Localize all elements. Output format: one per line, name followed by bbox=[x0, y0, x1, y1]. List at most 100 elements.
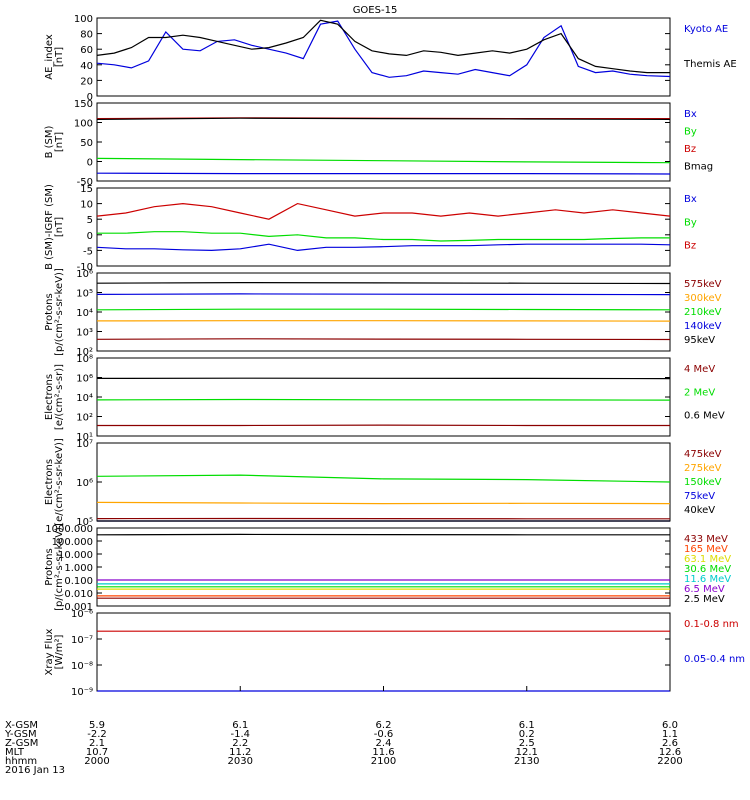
y-tick-label: 0.100 bbox=[64, 576, 93, 587]
legend-entry: Themis AE bbox=[683, 59, 737, 70]
y-tick-label: 100 bbox=[74, 14, 93, 25]
table-cell: 2.5 bbox=[519, 738, 535, 749]
series-line-themis-ae bbox=[96, 19, 670, 74]
series-line-bmag bbox=[96, 117, 671, 120]
legend-entry: Bz bbox=[684, 144, 696, 155]
legend-entry: 300keV bbox=[684, 293, 722, 304]
y-axis-label: [p/(cm²-s-sr-keV)] bbox=[54, 268, 65, 356]
panel-0: 100 80 60 40 20 0 AE_index [nT] Kyoto AE Themis A… bbox=[44, 14, 737, 103]
series-line-575kev bbox=[96, 338, 671, 341]
series-line-bx bbox=[96, 243, 671, 252]
y-tick-label: 10⁶ bbox=[76, 374, 93, 385]
legend-entry: 30.6 MeV bbox=[684, 564, 731, 575]
legend-entry: 475keV bbox=[684, 449, 722, 460]
y-tick-label: 10² bbox=[76, 347, 93, 358]
y-tick-label: -5 bbox=[83, 246, 93, 257]
legend-entry: 0.1-0.8 nm bbox=[684, 619, 739, 630]
series-line-bx bbox=[96, 172, 671, 175]
table-cell: 2030 bbox=[228, 756, 253, 767]
legend-entry: 433 MeV bbox=[684, 534, 728, 545]
table-row-label: MLT bbox=[5, 747, 25, 758]
table-row-label: X-GSM bbox=[5, 720, 38, 731]
table-cell: 2000 bbox=[84, 756, 109, 767]
y-axis-label: Xray Flux bbox=[44, 628, 55, 675]
table-row-label: hhmm bbox=[5, 756, 37, 767]
legend-entry: 0.05-0.4 nm bbox=[684, 654, 745, 665]
y-tick-label: 15 bbox=[80, 184, 93, 195]
y-axis-label: [e/(cm²-s-sr)] bbox=[54, 364, 65, 430]
y-tick-label: 100.000 bbox=[52, 537, 93, 548]
y-tick-label: 150 bbox=[74, 99, 93, 110]
date-label: 2016 Jan 13 bbox=[5, 765, 65, 776]
legend-entry: 6.5 MeV bbox=[684, 584, 725, 595]
y-tick-label: 1.000 bbox=[64, 563, 93, 574]
panel-1: 150 100 50 0 -50 B (SM) [nT] Bx By Bz Bmag bbox=[44, 99, 713, 188]
y-axis-label: Electrons bbox=[44, 374, 55, 420]
figure-title: GOES-15 bbox=[353, 5, 398, 16]
y-axis-label: AE_index bbox=[44, 34, 55, 80]
y-axis-label: [e/(cm²-s-sr-keV)] bbox=[54, 438, 65, 526]
panel-frame bbox=[96, 527, 671, 607]
y-tick-label: 10⁶ bbox=[76, 478, 93, 489]
series-line-150kev bbox=[96, 474, 671, 483]
y-axis-label: [p/(cm²-s-sr-keV)] bbox=[54, 523, 65, 611]
legend-entry: Bmag bbox=[684, 162, 713, 173]
y-tick-label: 0 bbox=[87, 158, 93, 169]
table-cell: -2.2 bbox=[87, 729, 107, 740]
panel-frame bbox=[96, 17, 671, 97]
y-axis-label: B (SM)-IGRF (SM) bbox=[44, 184, 55, 270]
panel-frame bbox=[96, 102, 671, 182]
table-cell: -0.6 bbox=[374, 729, 394, 740]
table-cell: 10.7 bbox=[86, 747, 108, 758]
series-line-2-mev bbox=[96, 398, 671, 401]
y-axis-label: B (SM) bbox=[44, 125, 55, 158]
legend-entry: 210keV bbox=[684, 307, 722, 318]
y-tick-label: 0 bbox=[87, 92, 93, 103]
table-row-label: Y-GSM bbox=[4, 729, 37, 740]
y-tick-label: -10 bbox=[77, 262, 93, 273]
table-cell: 2.4 bbox=[376, 738, 392, 749]
table-cell: 0.2 bbox=[519, 729, 535, 740]
y-tick-label: 100 bbox=[74, 119, 93, 130]
legend-entry: Bx bbox=[684, 194, 697, 205]
panel-3: 10⁶ 10⁵ 10⁴ 10³ 10² Protons [p/(cm²-s-sr-keV)]… bbox=[44, 268, 722, 358]
y-tick-label: 10⁴ bbox=[76, 393, 93, 404]
legend-entry: 140keV bbox=[684, 321, 722, 332]
legend-entry: 11.6 MeV bbox=[684, 574, 731, 585]
table-cell: 5.9 bbox=[89, 720, 105, 731]
y-axis-label: [W/m²] bbox=[54, 634, 65, 669]
legend-entry: 0.6 MeV bbox=[684, 411, 725, 422]
y-tick-label: 20 bbox=[80, 76, 93, 87]
y-axis-label: [nT] bbox=[54, 217, 65, 237]
table-cell: 2130 bbox=[514, 756, 539, 767]
y-tick-label: 10⁶ bbox=[76, 269, 93, 280]
y-tick-label: 0.010 bbox=[64, 589, 93, 600]
y-tick-label: 5 bbox=[87, 215, 93, 226]
axis-table: X-GSM 5.9 6.1 6.2 6.1 6.0 Y-GSM -2.2 -1.4 -0.6 0.2… bbox=[4, 686, 683, 776]
legend-entry: By bbox=[684, 217, 697, 228]
table-cell: 11.6 bbox=[372, 747, 394, 758]
y-axis-label: [nT] bbox=[54, 47, 65, 67]
y-tick-label: 10⁻⁸ bbox=[71, 661, 93, 672]
series-line-140kev bbox=[96, 293, 671, 296]
legend-entry: 4 MeV bbox=[684, 364, 715, 375]
y-tick-label: 50 bbox=[80, 138, 93, 149]
y-tick-label: 10⁵ bbox=[76, 289, 93, 300]
y-tick-label: 10⁸ bbox=[76, 354, 93, 365]
legend-entry: 63.1 MeV bbox=[684, 554, 731, 565]
y-axis-label: Electrons bbox=[44, 459, 55, 505]
panel-frame bbox=[96, 612, 671, 692]
y-axis-label: Protons bbox=[44, 548, 55, 585]
y-axis-label: Protons bbox=[44, 293, 55, 330]
series-line-210kev bbox=[96, 308, 671, 311]
panel-4: 10⁸ 10⁶ 10⁴ 10² 10¹ Electrons [e/(cm²-s-sr)] 4 … bbox=[44, 354, 725, 443]
y-tick-label: 10⁻⁹ bbox=[71, 687, 93, 698]
table-cell: 12.6 bbox=[659, 747, 681, 758]
legend-entry: Bx bbox=[684, 109, 697, 120]
series-line-by bbox=[97, 231, 670, 242]
legend-entry: 2 MeV bbox=[684, 387, 715, 398]
table-cell: 2200 bbox=[657, 756, 682, 767]
y-tick-label: 10 bbox=[80, 200, 93, 211]
table-cell: 2.2 bbox=[232, 738, 248, 749]
